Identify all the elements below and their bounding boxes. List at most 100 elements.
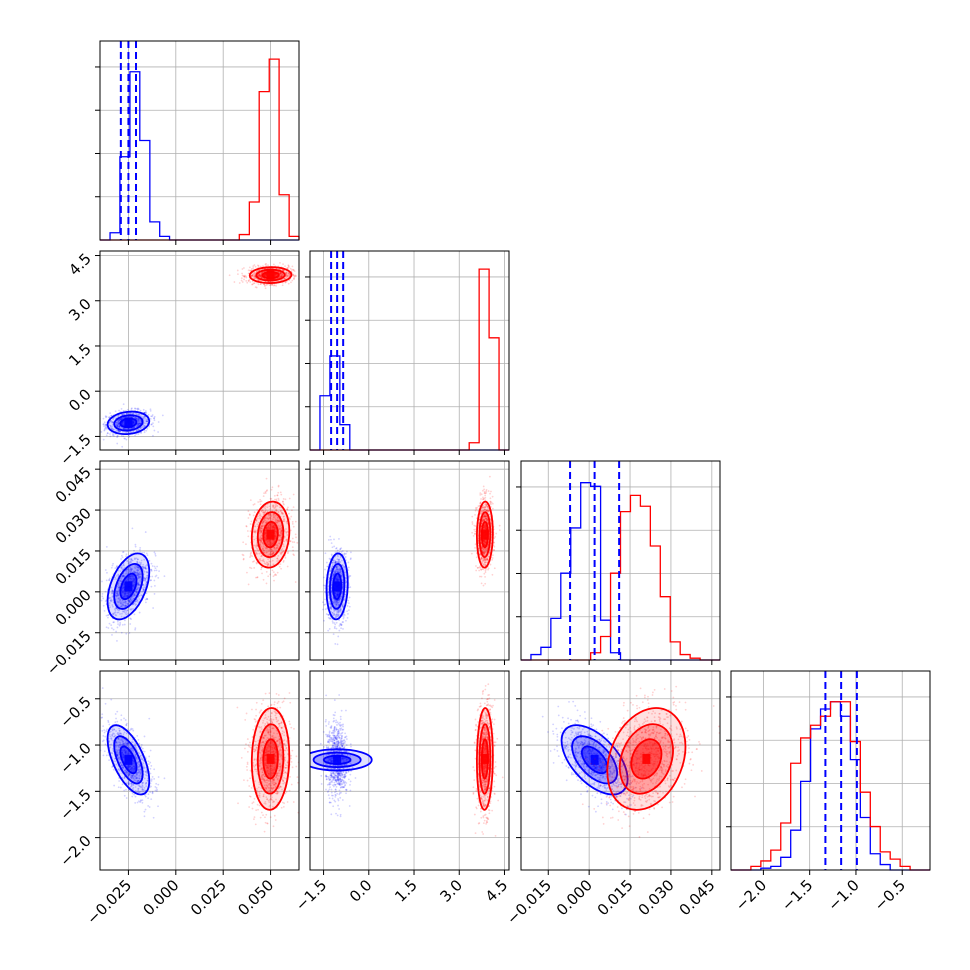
scatter-point bbox=[120, 434, 123, 437]
scatter-point bbox=[336, 549, 339, 552]
scatter-point bbox=[261, 521, 264, 524]
scatter-point bbox=[136, 425, 139, 428]
scatter-point bbox=[125, 416, 128, 418]
scatter-point bbox=[260, 531, 263, 534]
scatter-point bbox=[95, 595, 97, 597]
scatter-point bbox=[486, 518, 488, 520]
scatter-point bbox=[275, 509, 278, 512]
scatter-point bbox=[299, 277, 301, 279]
scatter-point bbox=[251, 555, 254, 558]
scatter-point bbox=[253, 275, 256, 278]
scatter-point bbox=[136, 588, 139, 591]
scatter-point bbox=[150, 569, 153, 572]
scatter-point bbox=[279, 276, 282, 278]
scatter-point bbox=[144, 598, 147, 601]
scatter-point bbox=[129, 600, 131, 603]
scatter-point bbox=[115, 421, 118, 424]
scatter-point bbox=[280, 275, 283, 278]
scatter-point bbox=[137, 601, 140, 604]
scatter-point bbox=[263, 519, 266, 521]
scatter-point bbox=[127, 434, 130, 437]
scatter-point bbox=[343, 569, 346, 572]
scatter-point bbox=[136, 560, 139, 563]
scatter-point bbox=[110, 427, 113, 430]
scatter-point bbox=[102, 597, 105, 600]
scatter-point bbox=[331, 561, 334, 564]
scatter-point bbox=[143, 429, 146, 432]
scatter-point bbox=[117, 574, 119, 577]
scatter-point bbox=[261, 524, 264, 527]
scatter-point bbox=[157, 576, 160, 579]
scatter-point bbox=[130, 412, 133, 415]
scatter-point bbox=[471, 523, 474, 525]
scatter-point bbox=[279, 261, 281, 264]
scatter-point bbox=[268, 505, 271, 508]
scatter-point bbox=[336, 558, 339, 561]
scatter-point bbox=[133, 593, 135, 596]
scatter-point bbox=[119, 580, 122, 583]
scatter-point bbox=[111, 604, 114, 606]
scatter-point bbox=[289, 267, 292, 270]
scatter-point bbox=[482, 498, 485, 501]
scatter-point bbox=[111, 425, 114, 428]
scatter-point bbox=[270, 548, 273, 550]
scatter-point bbox=[123, 609, 126, 612]
scatter-point bbox=[255, 543, 258, 546]
scatter-point bbox=[251, 283, 253, 286]
scatter-point bbox=[161, 414, 164, 417]
scatter-point bbox=[342, 628, 344, 630]
scatter-point bbox=[150, 415, 153, 418]
scatter-point bbox=[266, 564, 269, 567]
scatter-point bbox=[336, 610, 339, 613]
scatter-point bbox=[116, 611, 119, 614]
scatter-point bbox=[349, 558, 352, 561]
scatter-point bbox=[262, 549, 265, 552]
scatter-point bbox=[144, 417, 147, 420]
scatter-point bbox=[275, 550, 278, 553]
scatter-point bbox=[265, 551, 268, 554]
scatter-point bbox=[133, 571, 136, 574]
scatter-point bbox=[324, 591, 327, 594]
scatter-point bbox=[120, 601, 123, 603]
scatter-point bbox=[253, 511, 256, 514]
scatter-point bbox=[280, 275, 283, 277]
scatter-point bbox=[269, 517, 272, 520]
scatter-point bbox=[125, 438, 128, 441]
scatter-point bbox=[152, 434, 154, 437]
scatter-point bbox=[331, 611, 334, 614]
scatter-point bbox=[125, 611, 128, 613]
scatter-point bbox=[114, 609, 117, 612]
scatter-point bbox=[337, 568, 340, 571]
scatter-point bbox=[341, 588, 344, 591]
scatter-point bbox=[260, 276, 262, 279]
scatter-point bbox=[478, 518, 481, 521]
scatter-point bbox=[337, 614, 340, 617]
scatter-point bbox=[245, 276, 248, 279]
scatter-point bbox=[482, 506, 485, 509]
scatter-point bbox=[110, 566, 113, 569]
scatter-point bbox=[479, 568, 482, 571]
scatter-point bbox=[249, 556, 251, 558]
scatter-point bbox=[260, 531, 263, 534]
scatter-point bbox=[279, 527, 282, 530]
scatter-point bbox=[118, 425, 121, 428]
scatter-point bbox=[125, 553, 128, 556]
scatter-point bbox=[135, 600, 137, 603]
scatter-point bbox=[288, 272, 291, 275]
scatter-point bbox=[330, 590, 333, 593]
scatter-point bbox=[111, 420, 114, 423]
scatter-point bbox=[119, 570, 122, 572]
scatter-point bbox=[121, 623, 124, 626]
scatter-point bbox=[259, 536, 262, 538]
scatter-point bbox=[276, 571, 279, 574]
scatter-point bbox=[274, 503, 277, 505]
scatter-point bbox=[118, 425, 121, 428]
scatter-point bbox=[348, 575, 351, 578]
scatter-point bbox=[110, 598, 113, 601]
scatter-point bbox=[241, 268, 244, 270]
scatter-point bbox=[241, 274, 244, 277]
scatter-point bbox=[260, 537, 263, 540]
scatter-point bbox=[280, 275, 283, 278]
scatter-point bbox=[267, 513, 270, 516]
scatter-point bbox=[258, 274, 261, 276]
